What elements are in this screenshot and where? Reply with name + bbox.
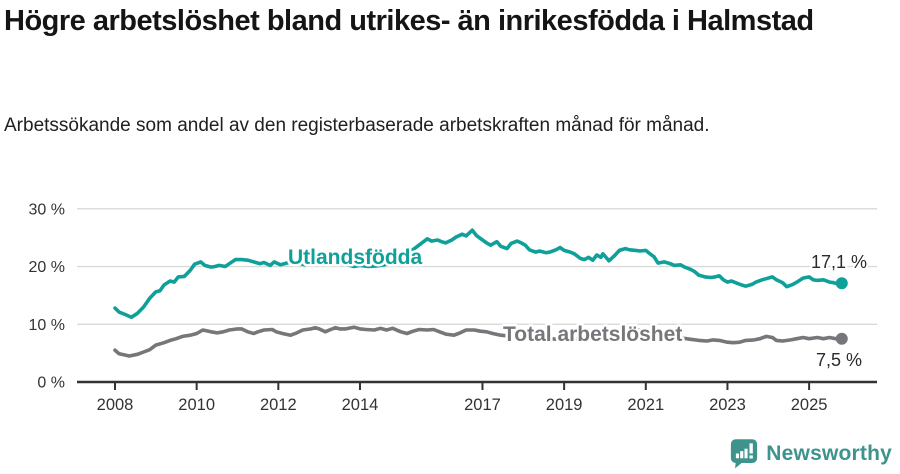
- chart-subtitle: Arbetssökande som andel av den registerb…: [4, 115, 710, 136]
- x-axis-tick-label: 2014: [342, 396, 379, 414]
- newsworthy-speech-bubble-chart-icon: [731, 439, 758, 469]
- x-axis-tick-label: 2025: [791, 396, 828, 414]
- x-axis-tick-label: 2010: [178, 396, 215, 414]
- series-endpoint-dot-utlandsfodda: [835, 277, 848, 290]
- y-axis-tick-label: 10 %: [29, 317, 65, 334]
- x-axis-tick-label: 2019: [546, 396, 583, 414]
- series-label-utlandsfodda: Utlandsfödda: [288, 246, 422, 269]
- y-axis-tick-label: 0 %: [37, 375, 65, 392]
- series-line-utlandsfodda: [113, 228, 844, 320]
- series-line-total: [113, 325, 844, 358]
- newsworthy-wordmark: Newsworthy: [766, 441, 892, 465]
- x-axis-tick-label: 2021: [627, 396, 664, 414]
- page-title: Högre arbetslöshet bland utrikes- än inr…: [4, 5, 814, 37]
- x-axis-tick-label: 2017: [464, 396, 501, 414]
- series-label-total: Total arbetslöshet: [503, 323, 682, 346]
- value-label-total: 7,5 %: [816, 350, 862, 370]
- x-axis-tick-label: 2008: [97, 396, 134, 414]
- x-axis-tick-label: 2023: [709, 396, 746, 414]
- value-label-utlandsfodda: 17,1 %: [811, 252, 867, 272]
- x-axis-tick-label: 2012: [260, 396, 297, 414]
- y-axis-tick-label: 30 %: [29, 201, 65, 218]
- series-endpoint-dot-total: [835, 332, 848, 345]
- y-axis-tick-label: 20 %: [29, 259, 65, 276]
- newsworthy-logo[interactable]: Newsworthy: [729, 438, 892, 469]
